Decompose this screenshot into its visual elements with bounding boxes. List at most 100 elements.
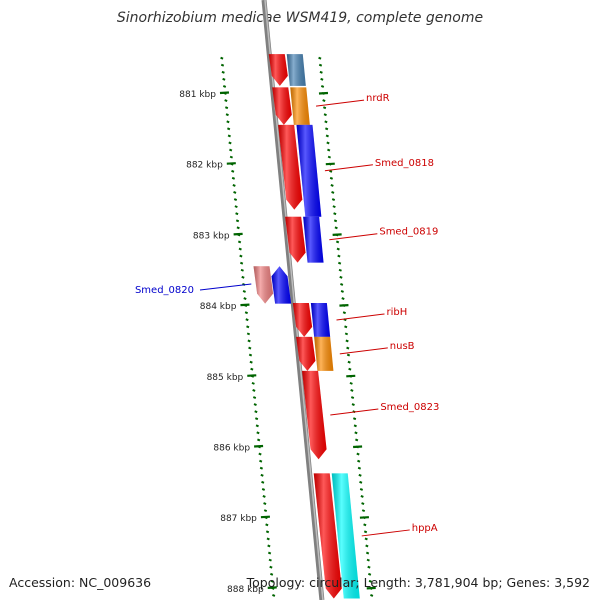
gene-label[interactable]: Smed_0819 bbox=[329, 227, 438, 241]
minor-tick bbox=[266, 537, 270, 541]
gene-feature[interactable] bbox=[331, 473, 360, 599]
minor-tick bbox=[269, 572, 274, 576]
minor-tick bbox=[270, 579, 274, 583]
minor-tick bbox=[333, 212, 337, 216]
gene-feature[interactable] bbox=[310, 302, 331, 337]
minor-tick bbox=[360, 495, 364, 498]
minor-tick bbox=[338, 268, 342, 272]
major-tick bbox=[339, 304, 349, 307]
minor-tick bbox=[226, 120, 230, 124]
minor-tick bbox=[332, 205, 336, 209]
gene-feature[interactable] bbox=[278, 124, 303, 210]
minor-tick bbox=[252, 396, 257, 399]
minor-tick bbox=[363, 523, 367, 527]
minor-tick bbox=[238, 247, 242, 251]
minor-tick bbox=[229, 155, 233, 159]
ruler-label: 887 kbp bbox=[220, 514, 257, 524]
gene-label[interactable]: Smed_0823 bbox=[330, 402, 439, 416]
major-tick bbox=[353, 445, 363, 449]
minor-tick bbox=[237, 240, 242, 244]
gene-label[interactable]: nrdR bbox=[315, 93, 390, 107]
minor-tick bbox=[323, 113, 327, 117]
minor-tick bbox=[242, 290, 246, 293]
minor-tick bbox=[359, 487, 364, 491]
minor-tick bbox=[220, 56, 224, 60]
gene-label[interactable]: nusB bbox=[339, 341, 415, 355]
minor-tick bbox=[333, 219, 338, 223]
major-tick bbox=[254, 444, 264, 448]
minor-tick bbox=[257, 438, 261, 442]
gene-feature[interactable] bbox=[296, 124, 322, 217]
svg-text:hppA: hppA bbox=[412, 523, 438, 534]
minor-tick bbox=[331, 191, 335, 194]
minor-tick bbox=[233, 191, 237, 194]
minor-tick bbox=[240, 268, 244, 272]
gene-feature[interactable] bbox=[296, 336, 316, 371]
gene-feature[interactable] bbox=[253, 266, 274, 304]
gene-labels: nrdR Smed_0818 Smed_0819 Smed_0820 ribH nusB S… bbox=[135, 93, 439, 537]
minor-tick bbox=[222, 77, 226, 81]
minor-tick bbox=[241, 275, 245, 279]
major-tick bbox=[267, 586, 277, 589]
major-tick bbox=[325, 162, 335, 166]
gene-feature[interactable] bbox=[314, 336, 334, 371]
minor-tick bbox=[243, 297, 247, 300]
minor-tick bbox=[361, 502, 365, 505]
minor-tick bbox=[342, 311, 346, 315]
minor-tick bbox=[355, 438, 359, 442]
gene-label[interactable]: Smed_0820 bbox=[135, 283, 252, 296]
gene-label[interactable]: hppA bbox=[361, 523, 438, 537]
minor-tick bbox=[318, 63, 323, 67]
minor-tick bbox=[326, 141, 330, 145]
minor-tick bbox=[250, 367, 254, 371]
accession-text: Accession: NC_009636 bbox=[9, 575, 152, 590]
minor-tick bbox=[341, 297, 345, 300]
gene-feature[interactable] bbox=[302, 370, 327, 460]
svg-text:Smed_0819: Smed_0819 bbox=[379, 227, 438, 238]
minor-tick bbox=[259, 459, 263, 463]
gene-feature[interactable] bbox=[313, 473, 342, 599]
minor-tick bbox=[263, 509, 268, 513]
minor-tick bbox=[337, 261, 342, 265]
minor-tick bbox=[325, 134, 329, 138]
minor-tick bbox=[367, 565, 371, 569]
minor-tick bbox=[359, 480, 363, 484]
minor-tick bbox=[329, 176, 334, 180]
minor-tick bbox=[351, 403, 355, 407]
minor-tick bbox=[235, 219, 240, 223]
gene-feature[interactable] bbox=[272, 87, 292, 125]
svg-text:Smed_0818: Smed_0818 bbox=[375, 158, 434, 169]
minor-tick bbox=[327, 155, 331, 159]
gene-feature[interactable] bbox=[303, 216, 324, 263]
minor-tick bbox=[322, 99, 326, 102]
minor-tick bbox=[364, 537, 368, 541]
minor-tick bbox=[247, 339, 251, 343]
minor-tick bbox=[260, 473, 264, 477]
gene-feature[interactable] bbox=[292, 302, 313, 337]
minor-tick bbox=[353, 424, 357, 428]
ruler-label: 885 kbp bbox=[207, 373, 244, 383]
gene-feature[interactable] bbox=[268, 54, 288, 86]
gene-feature[interactable] bbox=[286, 54, 306, 86]
gene-label[interactable]: Smed_0818 bbox=[324, 158, 434, 172]
genome-stats-text: Topology: circular; Length: 3,781,904 bp… bbox=[246, 575, 590, 590]
minor-tick bbox=[221, 70, 225, 74]
minor-tick bbox=[258, 452, 262, 456]
minor-tick bbox=[232, 183, 236, 187]
svg-text:Smed_0823: Smed_0823 bbox=[380, 402, 439, 413]
minor-tick bbox=[228, 141, 232, 145]
minor-tick bbox=[233, 198, 238, 201]
minor-tick bbox=[347, 360, 351, 364]
major-tick bbox=[359, 516, 369, 519]
minor-tick bbox=[265, 530, 270, 534]
gene-feature[interactable] bbox=[271, 266, 292, 304]
minor-tick bbox=[263, 502, 267, 505]
minor-tick bbox=[350, 389, 354, 392]
minor-tick bbox=[246, 332, 251, 336]
gene-label[interactable]: ribH bbox=[336, 307, 408, 321]
minor-tick bbox=[329, 169, 333, 173]
minor-tick bbox=[235, 212, 239, 216]
gene-feature[interactable] bbox=[285, 216, 306, 263]
gene-feature[interactable] bbox=[290, 87, 310, 125]
